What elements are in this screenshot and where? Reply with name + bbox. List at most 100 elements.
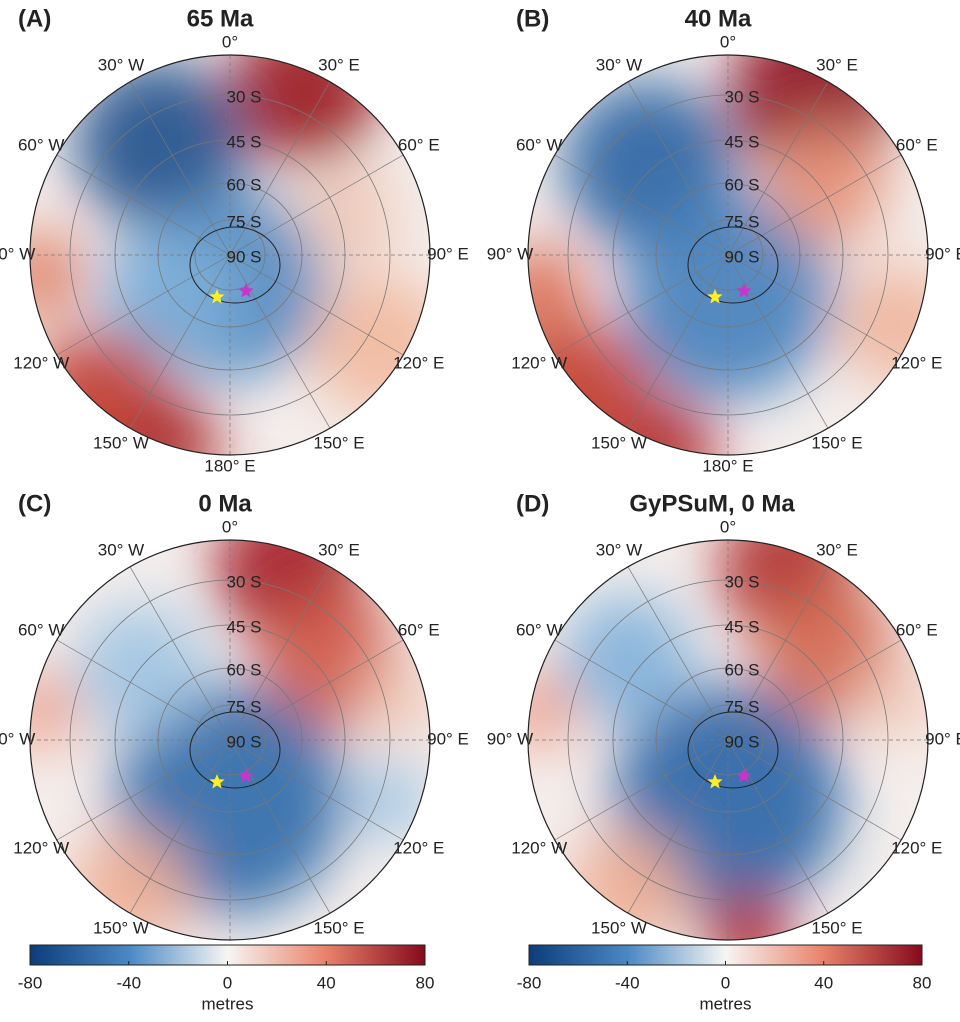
- anomaly-blob: [838, 265, 928, 385]
- colorbar: -80 -40 0 40 80 metres: [517, 944, 931, 1013]
- map-field: [30, 55, 430, 455]
- longitude-label: 90° E: [427, 729, 469, 748]
- latitude-label: 90 S: [725, 247, 760, 266]
- map-border: [29, 54, 431, 456]
- latitude-label: 45 S: [227, 617, 262, 636]
- meridian: [229, 81, 331, 256]
- longitude-label: 60° W: [516, 620, 562, 639]
- star-yellow: [707, 289, 723, 304]
- panel-title: 65 Ma: [187, 5, 254, 32]
- colorbar-tick-label: 0: [721, 973, 730, 992]
- longitude-label: 60° E: [398, 135, 440, 154]
- longitude-label: 90° E: [925, 729, 960, 748]
- latitude-label: 60 S: [725, 660, 760, 679]
- longitude-label: 0°: [720, 517, 736, 536]
- latitude-circle: [69, 94, 391, 416]
- meridian: [129, 739, 231, 914]
- latitude-label: 45 S: [725, 132, 760, 151]
- latitude-label: 45 S: [227, 132, 262, 151]
- colorbar-label: metres: [700, 994, 752, 1013]
- meridian: [554, 254, 729, 356]
- longitude-label: 180° E: [702, 456, 753, 475]
- map-border: [29, 539, 431, 941]
- latitude-label: 75 S: [725, 697, 760, 716]
- antarctica-outline: [189, 711, 281, 789]
- panel-title: 40 Ma: [685, 5, 752, 32]
- meridian: [627, 254, 729, 429]
- meridian: [727, 739, 829, 914]
- colorbar-tick-label: -80: [18, 973, 43, 992]
- meridian: [627, 739, 729, 914]
- latitude-label: 60 S: [227, 660, 262, 679]
- panel-label: (C): [18, 490, 51, 517]
- colorbar-tick-label: -40: [615, 973, 640, 992]
- longitude-label: 90° E: [925, 244, 960, 263]
- longitude-label: 120° E: [891, 838, 942, 857]
- meridian: [229, 566, 331, 741]
- anomaly-blob: [75, 605, 205, 735]
- antarctica-outline: [687, 711, 779, 789]
- anomaly-blob: [75, 60, 245, 230]
- star-magenta: [238, 768, 254, 783]
- anomaly-blob: [360, 660, 430, 740]
- longitude-label: 30° E: [816, 56, 858, 75]
- panel-label: (B): [516, 5, 549, 32]
- meridian: [727, 81, 829, 256]
- colorbar: -80 -40 0 40 80 metres: [18, 944, 435, 1013]
- meridian: [56, 739, 231, 841]
- latitude-label: 90 S: [227, 732, 262, 751]
- longitude-label: 120° W: [13, 838, 69, 857]
- meridian: [129, 81, 231, 256]
- meridian: [727, 639, 902, 741]
- longitude-label: 60° E: [398, 620, 440, 639]
- meridian: [727, 254, 902, 356]
- anomaly-blob: [768, 125, 888, 245]
- longitude-label: 150° W: [591, 918, 647, 937]
- meridian: [229, 254, 331, 429]
- anomaly-blob: [30, 230, 85, 320]
- latitude-label: 30 S: [227, 572, 262, 591]
- latitude-circle: [567, 94, 889, 416]
- longitude-label: 30° E: [318, 56, 360, 75]
- longitude-label: 120° E: [891, 353, 942, 372]
- latitude-label: 90 S: [725, 732, 760, 751]
- colorbar-tick-label: 0: [223, 973, 232, 992]
- star-magenta: [736, 283, 752, 298]
- longitude-label: 120° E: [393, 353, 444, 372]
- anomaly-blob: [623, 190, 833, 400]
- anomaly-blob: [310, 275, 430, 415]
- map-border: [527, 539, 929, 941]
- latitude-label: 75 S: [227, 697, 262, 716]
- star-yellow: [209, 289, 225, 304]
- star-magenta: [736, 768, 752, 783]
- longitude-label: 150° E: [313, 918, 364, 937]
- longitude-label: 60° E: [896, 135, 938, 154]
- latitude-circle: [567, 579, 889, 901]
- meridian: [627, 566, 729, 741]
- meridian: [554, 639, 729, 741]
- anomaly-field: [30, 540, 430, 940]
- colorbar-label: metres: [202, 994, 254, 1013]
- meridian: [229, 154, 404, 256]
- colorbar-tick-label: 80: [416, 973, 435, 992]
- latitude-label: 45 S: [725, 617, 760, 636]
- anomaly-blob: [120, 395, 220, 455]
- longitude-label: 120° W: [511, 838, 567, 857]
- anomaly-blob: [563, 595, 693, 725]
- meridian: [727, 154, 902, 256]
- antarctica-outline: [687, 226, 779, 304]
- longitude-label: 180° E: [204, 456, 255, 475]
- anomaly-blob: [703, 890, 793, 940]
- anomaly-blob: [858, 660, 928, 740]
- longitude-label: 0°: [720, 32, 736, 51]
- longitude-label: 60° W: [516, 135, 562, 154]
- meridian: [56, 639, 231, 741]
- longitude-label: 120° W: [13, 353, 69, 372]
- longitude-label: 30° W: [98, 541, 144, 560]
- meridian: [727, 254, 829, 429]
- longitude-label: 150° W: [93, 433, 149, 452]
- longitude-label: 0°: [222, 32, 238, 51]
